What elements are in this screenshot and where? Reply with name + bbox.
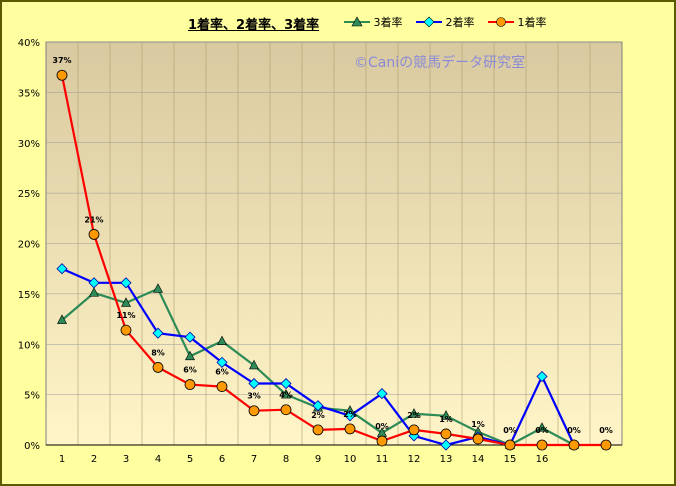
data-label: 3% (247, 392, 261, 401)
point-1着率 (568, 439, 580, 451)
point-1着率 (120, 324, 132, 336)
data-label: 2% (311, 411, 325, 420)
point-1着率 (600, 439, 612, 451)
point-2着率 (312, 400, 324, 412)
legend-label-3着率: 3着率 (373, 16, 403, 29)
point-3着率 (441, 410, 451, 420)
point-2着率 (88, 277, 100, 289)
x-tick-label: 6 (219, 454, 225, 465)
point-1着率 (344, 423, 356, 435)
x-tick-label: 3 (123, 454, 129, 465)
legend-label-1着率: 1着率 (517, 16, 547, 29)
y-tick-label: 40% (18, 38, 40, 49)
x-tick-label: 9 (315, 454, 321, 465)
data-label: 6% (183, 366, 197, 375)
point-2着率 (120, 277, 132, 289)
data-label: 0% (535, 426, 549, 435)
y-tick-label: 0% (24, 441, 40, 452)
point-1着率 (280, 404, 292, 416)
x-tick-label: 2 (91, 454, 97, 465)
point-2着率 (216, 356, 228, 368)
point-1着率 (248, 405, 260, 417)
x-tick-label: 15 (504, 454, 517, 465)
legend-marker-triangle-icon (344, 16, 370, 27)
data-label: 1% (439, 415, 453, 424)
point-1着率 (504, 439, 516, 451)
point-3着率 (121, 297, 131, 307)
point-3着率 (57, 314, 67, 324)
point-1着率 (184, 379, 196, 390)
x-tick-label: 13 (440, 454, 453, 465)
point-2着率 (280, 377, 292, 390)
x-tick-label: 10 (344, 454, 357, 465)
legend-item-3着率: 3着率 (344, 14, 403, 30)
data-label: 21% (84, 215, 103, 224)
point-3着率 (409, 408, 419, 418)
point-1着率 (440, 428, 452, 440)
point-2着率 (56, 263, 68, 275)
data-label: 11% (116, 311, 135, 320)
data-label: 0% (503, 426, 517, 435)
point-3着率 (185, 350, 195, 361)
y-tick-label: 20% (18, 240, 40, 251)
data-label: 2% (407, 411, 421, 420)
point-3着率 (217, 335, 227, 346)
point-1着率 (312, 424, 324, 436)
legend-item-1着率: 1着率 (488, 14, 547, 30)
data-label: 0% (567, 426, 581, 435)
x-tick-label: 8 (283, 454, 289, 465)
chart-title: 1着率、2着率、3着率 (188, 18, 320, 33)
point-1着率 (152, 362, 164, 373)
point-2着率 (376, 388, 388, 400)
watermark: ©Caniの競馬データ研究室 (354, 55, 526, 71)
x-tick-label: 12 (408, 454, 421, 465)
data-label: 4% (279, 391, 293, 400)
legend-label-2着率: 2着率 (445, 16, 475, 29)
y-tick-label: 5% (24, 391, 40, 402)
point-2着率 (344, 410, 356, 422)
data-label: 37% (52, 56, 71, 65)
y-tick-label: 35% (18, 88, 40, 99)
point-2着率 (440, 439, 452, 451)
y-tick-label: 25% (18, 189, 40, 200)
point-1着率 (536, 439, 548, 451)
point-2着率 (248, 377, 260, 390)
point-3着率 (281, 388, 291, 399)
data-label: 6% (215, 368, 229, 377)
x-tick-label: 11 (376, 454, 389, 465)
y-tick-label: 30% (18, 139, 40, 150)
point-1着率 (376, 435, 388, 447)
point-2着率 (152, 327, 164, 339)
x-tick-label: 14 (472, 454, 485, 465)
y-tick-label: 15% (18, 290, 40, 301)
point-3着率 (89, 287, 99, 297)
data-label: 0% (599, 426, 613, 435)
point-1着率 (56, 69, 68, 81)
legend-marker-circle-icon (488, 17, 514, 27)
x-tick-label: 4 (155, 454, 161, 465)
data-label: 0% (375, 422, 389, 431)
legend-marker-diamond-icon (416, 16, 442, 28)
data-label: 1% (471, 420, 485, 429)
x-tick-label: 16 (536, 454, 549, 465)
point-3着率 (249, 359, 259, 370)
x-tick-label: 7 (251, 454, 257, 465)
data-label: 2% (343, 410, 357, 419)
point-3着率 (537, 422, 547, 432)
x-tick-label: 1 (59, 454, 65, 465)
point-2着率 (536, 370, 548, 383)
point-2着率 (184, 331, 196, 343)
x-tick-label: 5 (187, 454, 193, 465)
point-1着率 (408, 424, 420, 436)
point-1着率 (472, 433, 484, 445)
y-tick-label: 10% (18, 340, 40, 351)
point-3着率 (153, 283, 163, 293)
point-1着率 (216, 381, 228, 392)
point-1着率 (88, 229, 100, 240)
legend-item-2着率: 2着率 (416, 14, 475, 30)
data-label: 8% (151, 348, 165, 357)
